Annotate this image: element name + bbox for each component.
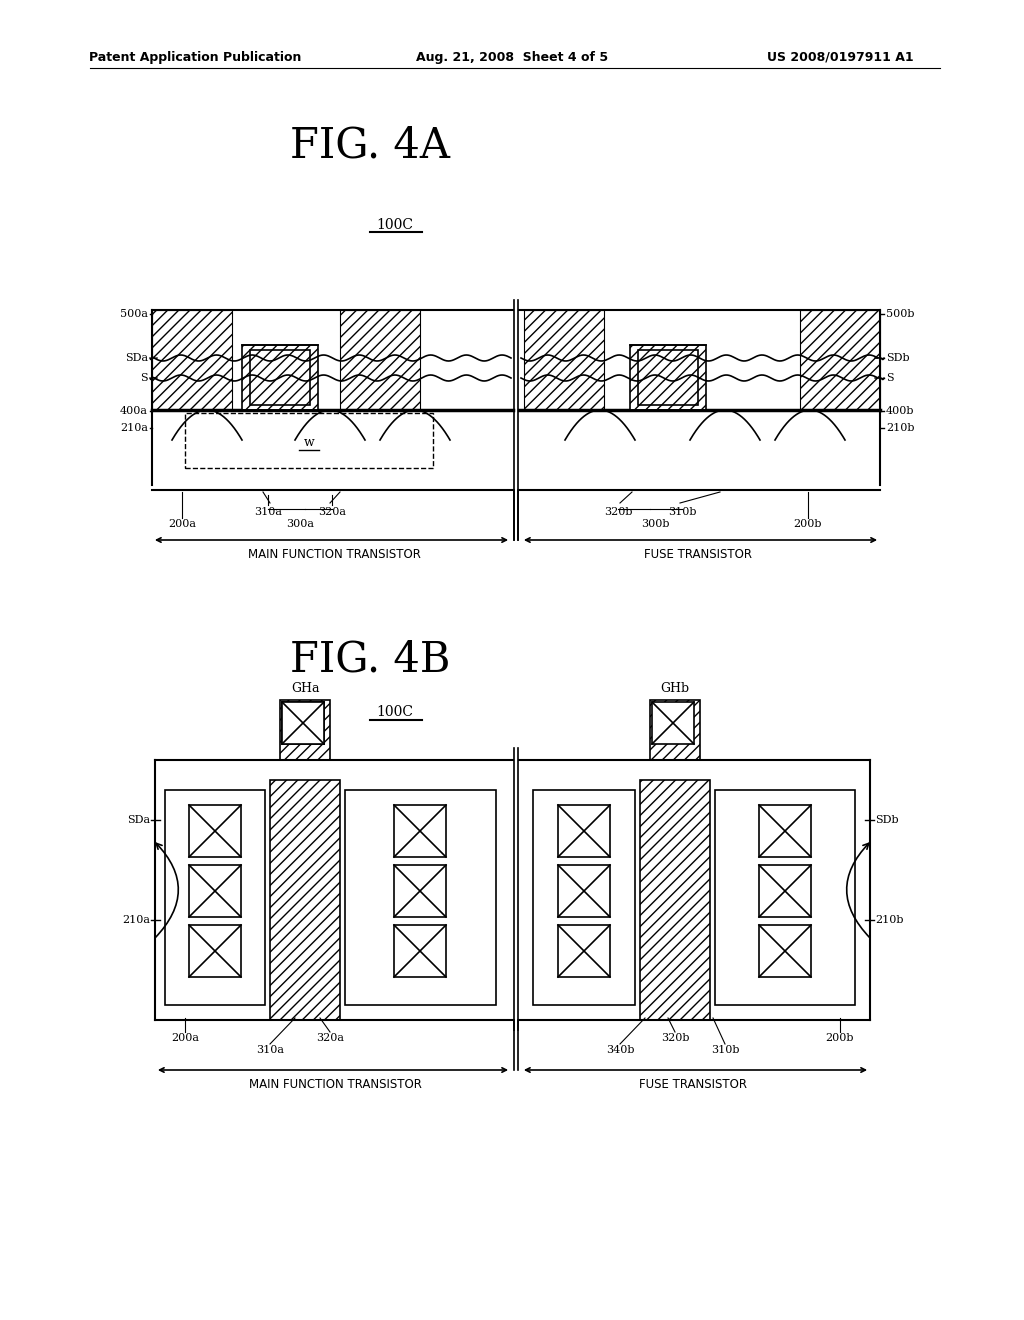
Text: SDa: SDa [125,352,148,363]
Text: 310b: 310b [668,507,696,517]
Text: FIG. 4A: FIG. 4A [290,124,450,166]
Text: 310a: 310a [256,1045,284,1055]
Text: 320b: 320b [604,507,632,517]
Bar [282,702,324,744]
Bar [630,345,706,411]
Bar [558,805,610,857]
Bar [394,865,446,917]
Bar [558,865,610,917]
Text: 500a: 500a [120,309,148,319]
Text: MAIN FUNCTION TRANSISTOR: MAIN FUNCTION TRANSISTOR [248,549,421,561]
Bar [800,310,880,411]
Text: 210a: 210a [122,915,150,925]
Text: GHa: GHa [291,681,319,694]
Bar [282,702,324,744]
Bar [165,789,265,1005]
Text: 210b: 210b [886,422,914,433]
Text: S: S [140,374,148,383]
Text: GHb: GHb [660,681,689,694]
Text: 300b: 300b [641,519,670,529]
Bar [189,865,241,917]
Bar [715,789,855,1005]
Text: 100C: 100C [377,218,414,232]
Text: 100C: 100C [377,705,414,719]
Bar [250,350,310,405]
Text: 300a: 300a [286,519,314,529]
Text: w: w [304,437,314,450]
Text: 310a: 310a [254,507,282,517]
Text: FUSE TRANSISTOR: FUSE TRANSISTOR [639,1078,746,1092]
Text: Patent Application Publication: Patent Application Publication [89,50,301,63]
Bar [640,780,710,1020]
Text: SDa: SDa [127,814,150,825]
Bar [638,350,698,405]
Bar [345,789,496,1005]
Text: US 2008/0197911 A1: US 2008/0197911 A1 [767,50,913,63]
Text: 320a: 320a [316,1034,344,1043]
Text: Aug. 21, 2008  Sheet 4 of 5: Aug. 21, 2008 Sheet 4 of 5 [416,50,608,63]
Bar [394,925,446,977]
Bar [242,345,318,411]
Bar [652,702,694,744]
Bar [759,805,811,857]
Text: 320a: 320a [318,507,346,517]
Bar [189,805,241,857]
Text: SDb: SDb [886,352,909,363]
Bar [759,865,811,917]
Bar [340,310,420,411]
Text: 500b: 500b [886,309,914,319]
Bar [759,925,811,977]
Text: 200b: 200b [825,1034,854,1043]
Text: SDb: SDb [874,814,899,825]
Bar [394,805,446,857]
Bar [189,925,241,977]
Text: 310b: 310b [711,1045,739,1055]
Text: FIG. 4B: FIG. 4B [290,639,451,681]
Text: FUSE TRANSISTOR: FUSE TRANSISTOR [644,549,752,561]
Text: 320b: 320b [660,1034,689,1043]
Text: 340b: 340b [606,1045,634,1055]
Text: S: S [886,374,894,383]
Bar [280,700,330,760]
Text: 210b: 210b [874,915,903,925]
Bar [270,780,340,1020]
Bar [650,700,700,760]
Bar [524,310,604,411]
Bar [152,310,232,411]
Text: MAIN FUNCTION TRANSISTOR: MAIN FUNCTION TRANSISTOR [249,1078,422,1092]
Text: 210a: 210a [120,422,148,433]
Text: 400a: 400a [120,407,148,416]
Text: 400b: 400b [886,407,914,416]
Text: 200a: 200a [168,519,196,529]
Bar [558,925,610,977]
Bar [185,413,433,469]
Text: 200a: 200a [171,1034,199,1043]
Bar [534,789,635,1005]
Text: 200b: 200b [794,519,822,529]
